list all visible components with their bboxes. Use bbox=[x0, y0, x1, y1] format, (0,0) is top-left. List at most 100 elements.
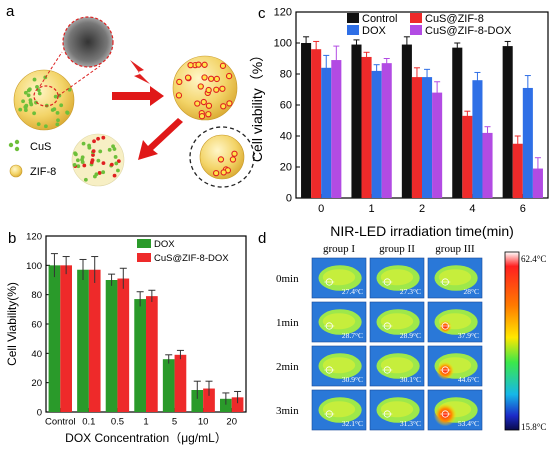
bar bbox=[311, 49, 322, 199]
bar bbox=[191, 390, 204, 412]
lightning-icon bbox=[130, 60, 150, 84]
cus-dot bbox=[32, 111, 37, 116]
cus-dot bbox=[59, 103, 64, 108]
y-tick-label: 0 bbox=[286, 193, 292, 205]
cargo-dot bbox=[113, 155, 118, 159]
cargo-dot bbox=[111, 144, 115, 149]
tem-image bbox=[62, 16, 114, 68]
cargo-dot bbox=[107, 147, 112, 152]
cus-dot bbox=[36, 122, 41, 127]
cargo-dot bbox=[91, 149, 96, 154]
x-axis-label: NIR-LED irradiation time(min) bbox=[330, 223, 514, 239]
panel-d-label: d bbox=[258, 230, 266, 247]
arrow-down-left-icon bbox=[138, 118, 183, 160]
cargo-dot bbox=[83, 177, 88, 182]
cus-legend-swatch bbox=[14, 139, 20, 145]
cus-nanoparticle bbox=[219, 85, 226, 92]
bar bbox=[48, 265, 61, 412]
legend-label: CuS@ZIF-8 bbox=[425, 13, 484, 25]
y-tick-label: 120 bbox=[274, 7, 292, 19]
bar bbox=[432, 92, 443, 198]
temperature-colorbar bbox=[504, 251, 520, 431]
cus-dot bbox=[35, 85, 39, 89]
y-axis-label: Cell Viability(%) bbox=[5, 282, 19, 366]
cus-dot bbox=[24, 103, 29, 108]
cus-nanoparticle bbox=[231, 150, 238, 157]
cus-dot bbox=[28, 100, 33, 105]
cus-dot bbox=[18, 107, 23, 112]
cus-nanoparticle bbox=[205, 111, 212, 118]
x-tick-label: Control bbox=[45, 417, 76, 428]
thermal-frame bbox=[427, 345, 483, 387]
mouse-body-core bbox=[438, 269, 472, 286]
cargo-dot bbox=[92, 139, 96, 144]
cus-dot bbox=[27, 87, 32, 92]
cus-nanoparticle bbox=[226, 100, 233, 107]
y-axis-label: Cell viability（%） bbox=[249, 48, 265, 162]
bar bbox=[117, 278, 130, 412]
temperature-readout: 27.4°C bbox=[342, 287, 363, 296]
mouse-body-core bbox=[380, 401, 414, 418]
y-tick-label: 40 bbox=[280, 131, 292, 143]
cus-zif8-particle bbox=[13, 69, 75, 131]
cus-nanoparticle bbox=[201, 74, 208, 81]
cargo-dot bbox=[91, 153, 95, 157]
cargo-dot bbox=[82, 163, 87, 168]
zoom-connector bbox=[57, 65, 101, 97]
group-header: group II bbox=[379, 243, 415, 255]
cus-dot bbox=[21, 99, 25, 104]
panel-c-label: c bbox=[258, 5, 266, 22]
legend-label: DOX bbox=[154, 239, 175, 250]
thermal-frame bbox=[311, 301, 367, 343]
panel-d-thermal-images: d group I group II group III 0min 27.4°C 27.3… bbox=[258, 230, 546, 432]
x-tick-label: 10 bbox=[198, 417, 209, 428]
bar bbox=[134, 299, 146, 412]
bar bbox=[422, 77, 433, 198]
panel-a-schematic: a CuS ZIF- bbox=[6, 3, 255, 188]
zoom-connector bbox=[39, 51, 63, 87]
mouse-body-core bbox=[322, 313, 356, 330]
bar bbox=[512, 143, 523, 198]
legend-swatch bbox=[137, 239, 151, 248]
temperature-readout: 37.9°C bbox=[458, 331, 479, 340]
released-cargo-particle bbox=[71, 133, 125, 187]
thermal-frame bbox=[311, 257, 367, 299]
thermal-image: 27.3°C bbox=[369, 257, 425, 299]
panel-b-label: b bbox=[8, 230, 16, 247]
panel-a-label: a bbox=[6, 3, 15, 20]
cargo-dot bbox=[75, 158, 80, 163]
bar bbox=[60, 265, 72, 412]
colorbar-max-label: 62.4°C bbox=[521, 254, 546, 264]
cus-nanoparticle bbox=[201, 61, 208, 68]
thermal-image: 32.1°C bbox=[311, 389, 367, 431]
cus-nanoparticle bbox=[194, 100, 201, 107]
cus-dot bbox=[37, 91, 42, 96]
time-label: 2min bbox=[276, 361, 299, 373]
cus-nanoparticle bbox=[198, 113, 206, 120]
cargo-dot bbox=[89, 160, 94, 165]
cargo-dot bbox=[73, 151, 77, 156]
cus-nanoparticle bbox=[212, 169, 220, 177]
cus-dot bbox=[32, 77, 37, 82]
cus-dot bbox=[43, 124, 48, 129]
x-tick-label: 5 bbox=[172, 417, 177, 428]
bar bbox=[220, 398, 232, 412]
bar bbox=[331, 60, 342, 198]
arrow-right-icon bbox=[112, 86, 164, 106]
temperature-readout: 30.1°C bbox=[400, 375, 421, 384]
legend-swatch bbox=[347, 25, 359, 35]
tumor-hotspot bbox=[436, 361, 455, 380]
cus-dot bbox=[65, 111, 70, 115]
cus-legend-swatch bbox=[8, 142, 14, 148]
cus-nanoparticle bbox=[184, 74, 192, 81]
thermal-image: 28°C bbox=[427, 257, 483, 299]
thermal-frame bbox=[369, 345, 425, 387]
legend-swatch bbox=[137, 253, 151, 262]
bar bbox=[411, 77, 422, 198]
cus-dot bbox=[26, 93, 31, 98]
colorbar-min-label: 15.8°C bbox=[521, 422, 546, 432]
cus-dot bbox=[23, 90, 28, 95]
thermal-image: 27.4°C bbox=[311, 257, 367, 299]
cus-nanoparticle bbox=[213, 75, 221, 83]
